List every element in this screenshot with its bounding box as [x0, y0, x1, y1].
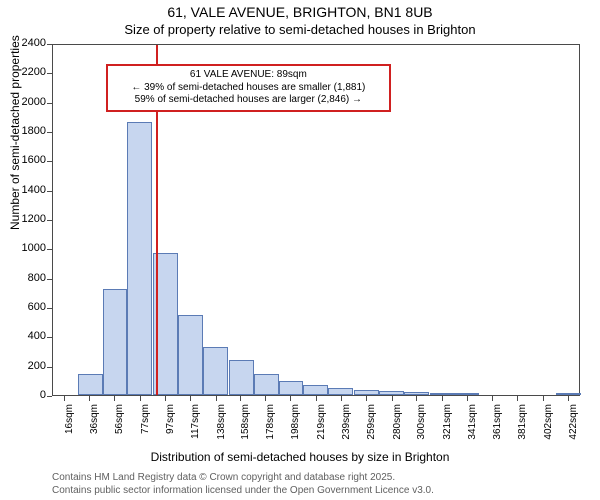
histogram-bar	[430, 393, 455, 395]
histogram-bar	[455, 393, 480, 395]
xtick-label: 280sqm	[392, 404, 403, 444]
xtick-mark	[341, 396, 342, 401]
xtick-mark	[492, 396, 493, 401]
xtick-label: 198sqm	[290, 404, 301, 444]
ytick-mark	[47, 396, 52, 397]
xtick-mark	[64, 396, 65, 401]
xtick-mark	[290, 396, 291, 401]
histogram-bar	[229, 360, 254, 395]
histogram-bar	[78, 374, 103, 395]
annotation-line1: 61 VALE AVENUE: 89sqm	[114, 69, 383, 82]
ytick-label: 400	[12, 330, 46, 342]
xtick-label: 178sqm	[265, 404, 276, 444]
histogram-bar	[303, 385, 328, 395]
xtick-label: 422sqm	[568, 404, 579, 444]
annotation-line2: ← 39% of semi-detached houses are smalle…	[114, 82, 383, 95]
xtick-label: 402sqm	[543, 404, 554, 444]
xtick-label: 36sqm	[89, 404, 100, 444]
ytick-label: 2400	[12, 37, 46, 49]
ytick-label: 200	[12, 360, 46, 372]
xtick-mark	[568, 396, 569, 401]
histogram-bar	[103, 289, 128, 395]
xtick-mark	[140, 396, 141, 401]
histogram-bar	[178, 315, 203, 395]
ytick-label: 2200	[12, 66, 46, 78]
xtick-label: 117sqm	[190, 404, 201, 444]
xtick-mark	[165, 396, 166, 401]
xtick-mark	[240, 396, 241, 401]
footer-attribution: Contains HM Land Registry data © Crown c…	[52, 472, 434, 497]
histogram-bar	[556, 393, 581, 395]
chart-subtitle: Size of property relative to semi-detach…	[0, 22, 600, 37]
xtick-mark	[517, 396, 518, 401]
xtick-mark	[366, 396, 367, 401]
chart-container: 61, VALE AVENUE, BRIGHTON, BN1 8UB Size …	[0, 0, 600, 500]
xtick-mark	[316, 396, 317, 401]
xtick-label: 158sqm	[240, 404, 251, 444]
xtick-label: 341sqm	[467, 404, 478, 444]
xtick-mark	[467, 396, 468, 401]
ytick-label: 1800	[12, 125, 46, 137]
ytick-label: 600	[12, 301, 46, 313]
xtick-mark	[416, 396, 417, 401]
xtick-mark	[190, 396, 191, 401]
plot-area: 61 VALE AVENUE: 89sqm ← 39% of semi-deta…	[52, 44, 580, 396]
xtick-label: 239sqm	[341, 404, 352, 444]
ytick-label: 800	[12, 272, 46, 284]
xtick-mark	[543, 396, 544, 401]
xtick-mark	[216, 396, 217, 401]
histogram-bar	[328, 388, 353, 395]
xtick-label: 381sqm	[517, 404, 528, 444]
xtick-label: 361sqm	[492, 404, 503, 444]
annotation-box: 61 VALE AVENUE: 89sqm ← 39% of semi-deta…	[106, 64, 391, 112]
chart-title: 61, VALE AVENUE, BRIGHTON, BN1 8UB	[0, 4, 600, 20]
ytick-label: 2000	[12, 96, 46, 108]
histogram-bar	[354, 390, 379, 395]
footer-line1: Contains HM Land Registry data © Crown c…	[52, 472, 434, 485]
xtick-mark	[265, 396, 266, 401]
ytick-label: 1000	[12, 242, 46, 254]
footer-line2: Contains public sector information licen…	[52, 485, 434, 498]
xtick-mark	[442, 396, 443, 401]
xtick-label: 219sqm	[316, 404, 327, 444]
xtick-label: 16sqm	[64, 404, 75, 444]
histogram-bar	[279, 381, 304, 395]
ytick-label: 1200	[12, 213, 46, 225]
annotation-line3: 59% of semi-detached houses are larger (…	[114, 94, 383, 107]
xtick-mark	[89, 396, 90, 401]
histogram-bar	[404, 392, 429, 395]
xtick-label: 259sqm	[366, 404, 377, 444]
x-axis-label: Distribution of semi-detached houses by …	[0, 450, 600, 464]
histogram-bar	[379, 391, 404, 395]
ytick-label: 0	[12, 389, 46, 401]
xtick-label: 56sqm	[114, 404, 125, 444]
xtick-label: 321sqm	[442, 404, 453, 444]
histogram-bar	[127, 122, 152, 395]
xtick-label: 138sqm	[216, 404, 227, 444]
xtick-mark	[114, 396, 115, 401]
ytick-label: 1400	[12, 184, 46, 196]
ytick-label: 1600	[12, 154, 46, 166]
histogram-bar	[254, 374, 279, 395]
xtick-label: 77sqm	[140, 404, 151, 444]
histogram-bar	[203, 347, 228, 395]
xtick-mark	[392, 396, 393, 401]
xtick-label: 97sqm	[165, 404, 176, 444]
xtick-label: 300sqm	[416, 404, 427, 444]
